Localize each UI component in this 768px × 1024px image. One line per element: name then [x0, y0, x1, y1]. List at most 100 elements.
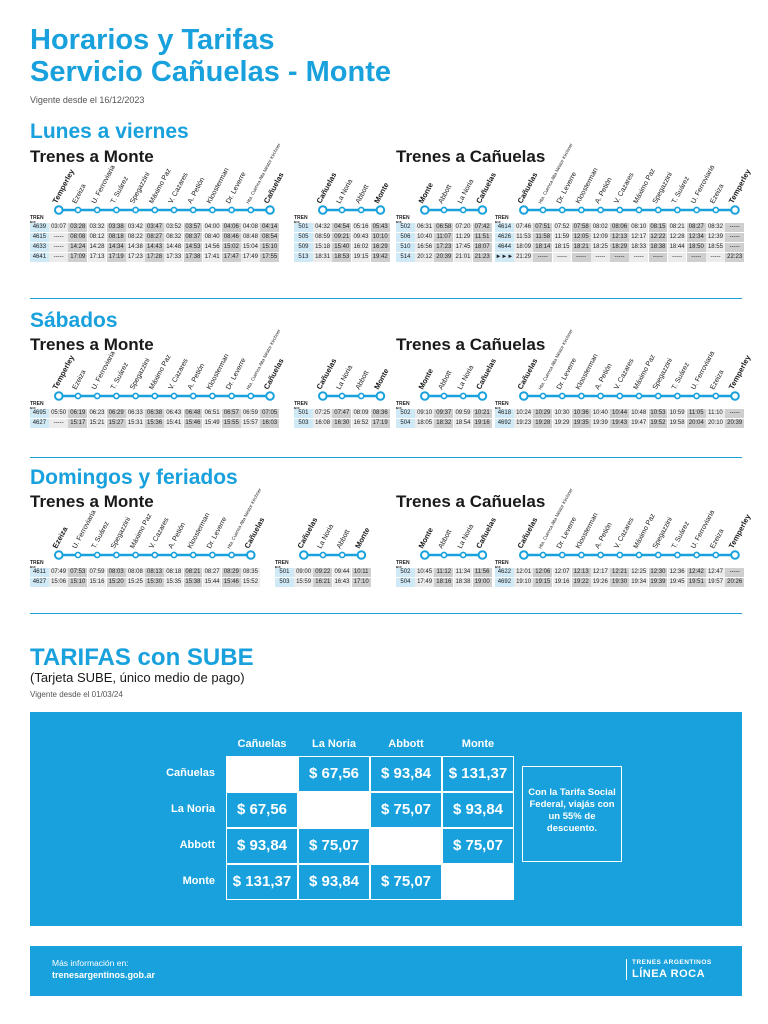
- time-cell: 08:03: [106, 568, 126, 577]
- time-cell: 17:55: [260, 253, 280, 262]
- station-dot: [74, 392, 82, 400]
- train-number-cell: 503: [275, 578, 294, 587]
- time-cell: 08:06: [610, 223, 629, 232]
- time-cell: 18:53: [332, 253, 352, 262]
- train-number-cell: 505: [294, 233, 313, 242]
- time-cell: -----: [49, 419, 68, 428]
- time-cell: 18:31: [313, 253, 332, 262]
- train-number-cell: 4611: [30, 568, 49, 577]
- tarifas-vigente: Vigente desde el 01/03/24: [30, 690, 123, 699]
- time-cell: 10:11: [351, 568, 371, 577]
- time-cell: 11:51: [472, 233, 492, 242]
- time-cell: 10:40: [415, 233, 434, 242]
- station-label: Monte: [372, 367, 390, 391]
- timetable-row: 4615 ----- 08:08 08:12 08:18 08:22 08:27 08:32 0…: [30, 233, 280, 243]
- train-number-cell: 4622: [495, 568, 514, 577]
- fare-cell-empty: [226, 756, 298, 792]
- time-cell: 22:23: [725, 253, 745, 262]
- station-dot: [93, 551, 101, 559]
- time-cell: 08:22: [125, 233, 145, 242]
- time-cell: 10:48: [629, 409, 649, 418]
- time-cell: 15:10: [260, 243, 280, 252]
- time-cell: 19:43: [610, 419, 629, 428]
- section-title-sundays: Domingos y feriados: [30, 466, 238, 489]
- time-cell: 18:54: [453, 419, 473, 428]
- station-label: La Noria: [457, 364, 476, 391]
- train-number-cell: 502: [396, 409, 415, 418]
- time-cell: 08:08: [68, 233, 88, 242]
- station-dot: [357, 392, 365, 400]
- station-label: T. Suárez: [671, 361, 691, 391]
- station-dot: [93, 392, 101, 400]
- time-cell: 18:33: [629, 243, 649, 252]
- time-cell: 15:18: [313, 243, 332, 252]
- time-cell: 16:52: [351, 419, 371, 428]
- fare-cell: $ 131,37: [442, 756, 514, 792]
- footer-website-link[interactable]: trenesargentinos.gob.ar: [52, 970, 156, 980]
- time-cell: 08:48: [241, 233, 260, 242]
- fare-col-header: La Noria: [311, 738, 356, 750]
- train-number-cell: 510: [396, 243, 415, 252]
- station-label: Cañuelas: [516, 171, 540, 205]
- time-cell: 09:00: [294, 568, 313, 577]
- time-cell: 17:45: [453, 243, 473, 252]
- time-cell: 14:43: [145, 243, 164, 252]
- timetable-row: 4633 ----- 14:24 14:28 14:34 14:38 14:43 14:48 1…: [30, 243, 280, 253]
- station-dot: [597, 551, 604, 559]
- station-dot: [673, 392, 681, 400]
- time-cell: 16:56: [415, 243, 434, 252]
- fare-row-header: Abbott: [179, 839, 215, 851]
- time-cell: 10:24: [514, 409, 533, 418]
- train-number-cell: 501: [294, 409, 313, 418]
- fare-row-header: Cañuelas: [166, 767, 215, 779]
- time-cell: 16:02: [351, 243, 371, 252]
- time-cell: 06:57: [221, 409, 241, 418]
- fare-cell: $ 93,84: [226, 828, 298, 864]
- time-cell: 17:19: [106, 253, 126, 262]
- station-dot: [654, 206, 662, 214]
- time-cell: 06:43: [164, 409, 184, 418]
- subtitle-to-canuelas: Trenes a Cañuelas: [396, 492, 546, 511]
- station-dot: [113, 551, 120, 559]
- time-cell: 15:49: [202, 419, 222, 428]
- time-cell: 19:58: [667, 419, 687, 428]
- station-dot: [375, 205, 386, 215]
- time-cell: 14:53: [183, 243, 203, 252]
- time-cell: 19:42: [370, 253, 390, 262]
- station-dot: [74, 206, 82, 214]
- time-cell: 19:39: [648, 578, 668, 587]
- time-cell: 15:46: [183, 419, 203, 428]
- timetable-row: 4695 05:50 06:19 06:23 06:29 06:33 06:38 06:43 0…: [30, 409, 280, 419]
- time-cell: 12:25: [629, 568, 649, 577]
- time-cell: 15:20: [106, 578, 126, 587]
- time-cell: 12:01: [514, 568, 533, 577]
- fare-col-header: Cañuelas: [237, 738, 287, 750]
- time-cell: 12:09: [590, 233, 610, 242]
- station-dot: [228, 551, 235, 559]
- station-dot: [208, 392, 216, 400]
- time-cell: 11:53: [514, 233, 533, 242]
- time-cell: 19:29: [552, 419, 572, 428]
- timetable-row: 4627 15:06 15:10 15:16 15:20 15:25 15:30 15:35 1…: [30, 578, 260, 588]
- train-number-cell: 513: [294, 253, 313, 262]
- time-cell: -----: [706, 253, 725, 262]
- station-dot: [635, 551, 643, 559]
- station-dot: [338, 551, 346, 559]
- station-dot: [170, 206, 178, 214]
- time-cell: 08:46: [221, 233, 241, 242]
- timetable-row: 501 09:00 09:22 09:44 10:11: [275, 568, 371, 578]
- station-label: Abbott: [438, 529, 454, 550]
- station-label: Cañuelas: [474, 516, 498, 550]
- time-cell: 06:29: [106, 409, 126, 418]
- time-cell: 21:23: [472, 253, 492, 262]
- time-cell: 10:44: [610, 409, 629, 418]
- station-dot: [357, 206, 365, 214]
- station-label: Ezeiza: [72, 369, 88, 391]
- timetable-row: 4622 12:01 12:06 12:07 12:13 12:17 12:21 12:25 1…: [495, 568, 745, 578]
- time-cell: 18:07: [472, 243, 492, 252]
- fare-cell: $ 67,56: [226, 792, 298, 828]
- station-dot: [577, 392, 585, 400]
- time-cell: 15:30: [145, 578, 164, 587]
- time-cell: -----: [552, 253, 572, 262]
- station-label: A. Petión: [594, 362, 614, 390]
